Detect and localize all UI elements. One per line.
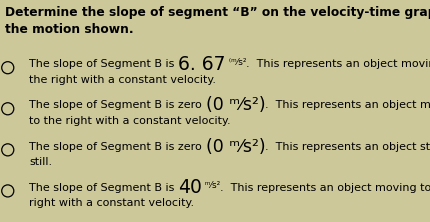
- Text: .  This represents an object moving: . This represents an object moving: [264, 100, 430, 111]
- Text: (0 ᵐ⁄s²): (0 ᵐ⁄s²): [205, 96, 264, 115]
- Text: ⁽ᵐ⁄s²: ⁽ᵐ⁄s²: [225, 58, 246, 67]
- Text: Determine the slope of segment “B” on the velocity-time graph above and describe: Determine the slope of segment “B” on th…: [5, 6, 430, 19]
- Text: (0 ᵐ⁄s²): (0 ᵐ⁄s²): [205, 137, 264, 156]
- Text: to the right with a constant velocity.: to the right with a constant velocity.: [29, 116, 230, 126]
- Text: The slope of Segment B is zero: The slope of Segment B is zero: [29, 100, 205, 111]
- Text: .  This represents an object moving to the: . This represents an object moving to th…: [220, 182, 430, 193]
- Text: The slope of Segment B is zero: The slope of Segment B is zero: [29, 141, 205, 152]
- Text: 6. 67: 6. 67: [178, 55, 225, 74]
- Text: .  This represents an object standing: . This represents an object standing: [264, 141, 430, 152]
- Text: The slope of Segment B is: The slope of Segment B is: [29, 182, 178, 193]
- Text: 40: 40: [178, 178, 202, 197]
- Text: right with a constant velocity.: right with a constant velocity.: [29, 198, 194, 208]
- Text: the motion shown.: the motion shown.: [5, 23, 133, 36]
- Text: ᵐ⁄s²: ᵐ⁄s²: [202, 181, 220, 190]
- Text: the right with a constant velocity.: the right with a constant velocity.: [29, 75, 216, 85]
- Text: The slope of Segment B is: The slope of Segment B is: [29, 59, 178, 69]
- Text: still.: still.: [29, 157, 52, 167]
- Text: .  This represents an object moving to: . This represents an object moving to: [246, 59, 430, 69]
